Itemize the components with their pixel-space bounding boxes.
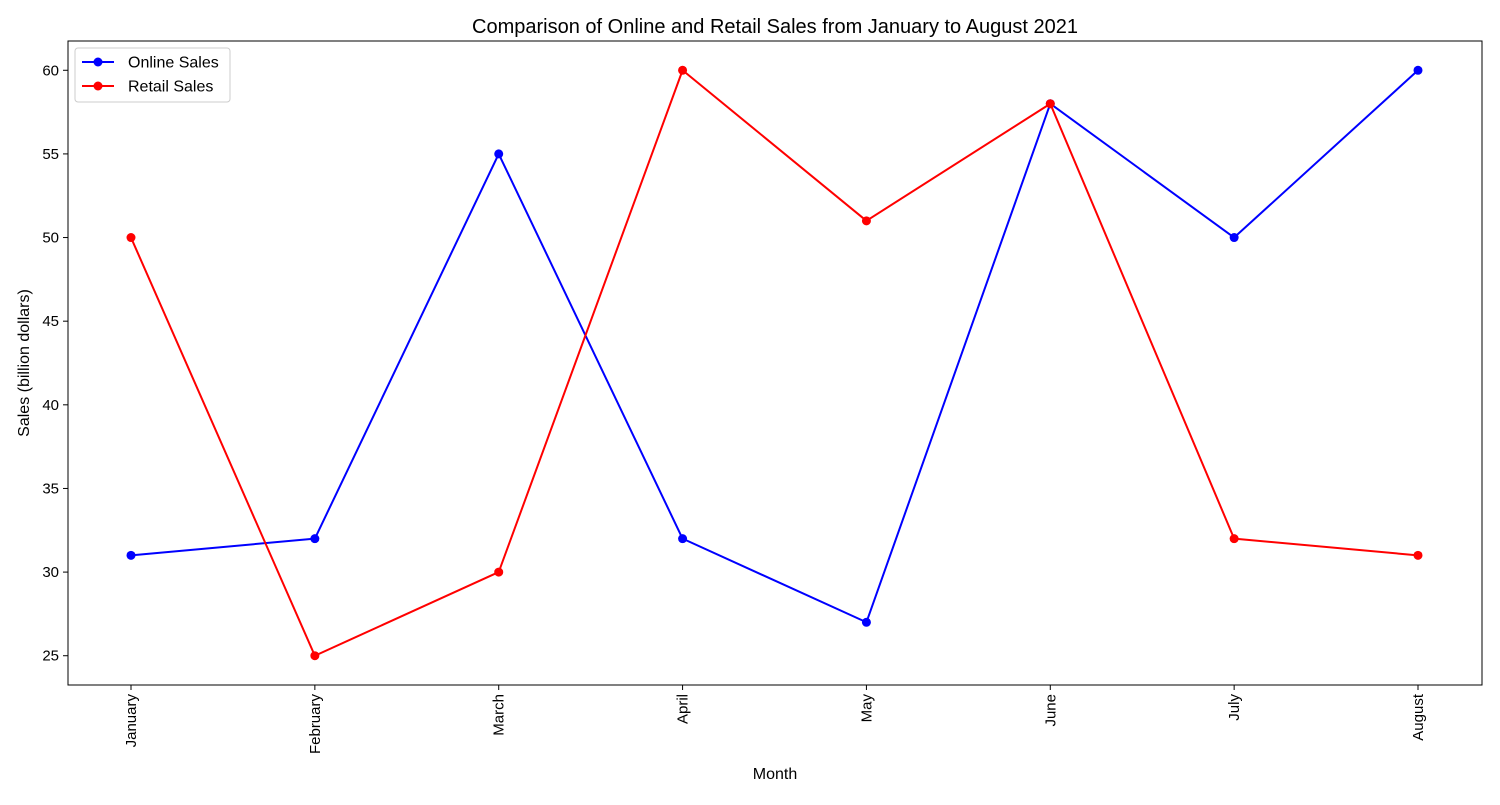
legend-label: Online Sales — [128, 55, 219, 72]
data-point — [1045, 99, 1055, 109]
series-online-sales — [126, 65, 1423, 627]
y-tick-label: 40 — [42, 397, 59, 414]
y-tick-label: 50 — [42, 230, 59, 247]
legend-marker — [93, 81, 103, 91]
data-point — [1229, 534, 1239, 544]
x-tick-label: April — [675, 694, 692, 724]
y-axis: 25 30 35 40 45 50 55 60 — [42, 62, 68, 665]
legend-label: Retail Sales — [128, 79, 213, 96]
data-point — [678, 534, 688, 544]
data-point — [126, 233, 136, 243]
plot-area — [67, 40, 1483, 686]
legend-marker — [93, 57, 103, 67]
x-tick-label: March — [491, 694, 508, 736]
data-point — [678, 65, 688, 75]
data-point — [494, 567, 504, 577]
x-tick-label: July — [1226, 694, 1243, 721]
data-point — [861, 617, 871, 627]
legend-item: Retail Sales — [82, 79, 213, 96]
series-line — [130, 69, 1419, 657]
data-point — [1413, 65, 1423, 75]
legend-item: Online Sales — [82, 55, 219, 72]
y-tick-label: 60 — [42, 62, 59, 79]
data-point — [310, 534, 320, 544]
y-tick-label: 30 — [42, 564, 59, 581]
x-tick-label: February — [307, 694, 324, 755]
y-axis-title: Sales (billion dollars) — [16, 289, 33, 437]
y-tick-label: 55 — [42, 146, 59, 163]
y-tick-label: 35 — [42, 480, 59, 497]
x-tick-label: May — [858, 694, 875, 723]
x-axis: January February March April May June July Augu… — [123, 685, 1427, 754]
x-tick-label: August — [1410, 693, 1427, 741]
data-point — [861, 216, 871, 226]
x-tick-label: January — [123, 694, 140, 748]
data-point — [126, 550, 136, 560]
series-layer — [126, 65, 1423, 661]
x-tick-label: June — [1042, 694, 1059, 727]
chart-title: Comparison of Online and Retail Sales fr… — [472, 16, 1078, 38]
legend: Online Sales Retail Sales — [74, 47, 231, 103]
y-tick-label: 25 — [42, 648, 59, 665]
data-point — [494, 149, 504, 159]
series-retail-sales — [126, 65, 1423, 661]
data-point — [1413, 550, 1423, 560]
data-point — [310, 651, 320, 661]
y-tick-label: 45 — [42, 313, 59, 330]
data-point — [1229, 233, 1239, 243]
series-line — [130, 69, 1419, 624]
x-axis-title: Month — [753, 766, 797, 783]
